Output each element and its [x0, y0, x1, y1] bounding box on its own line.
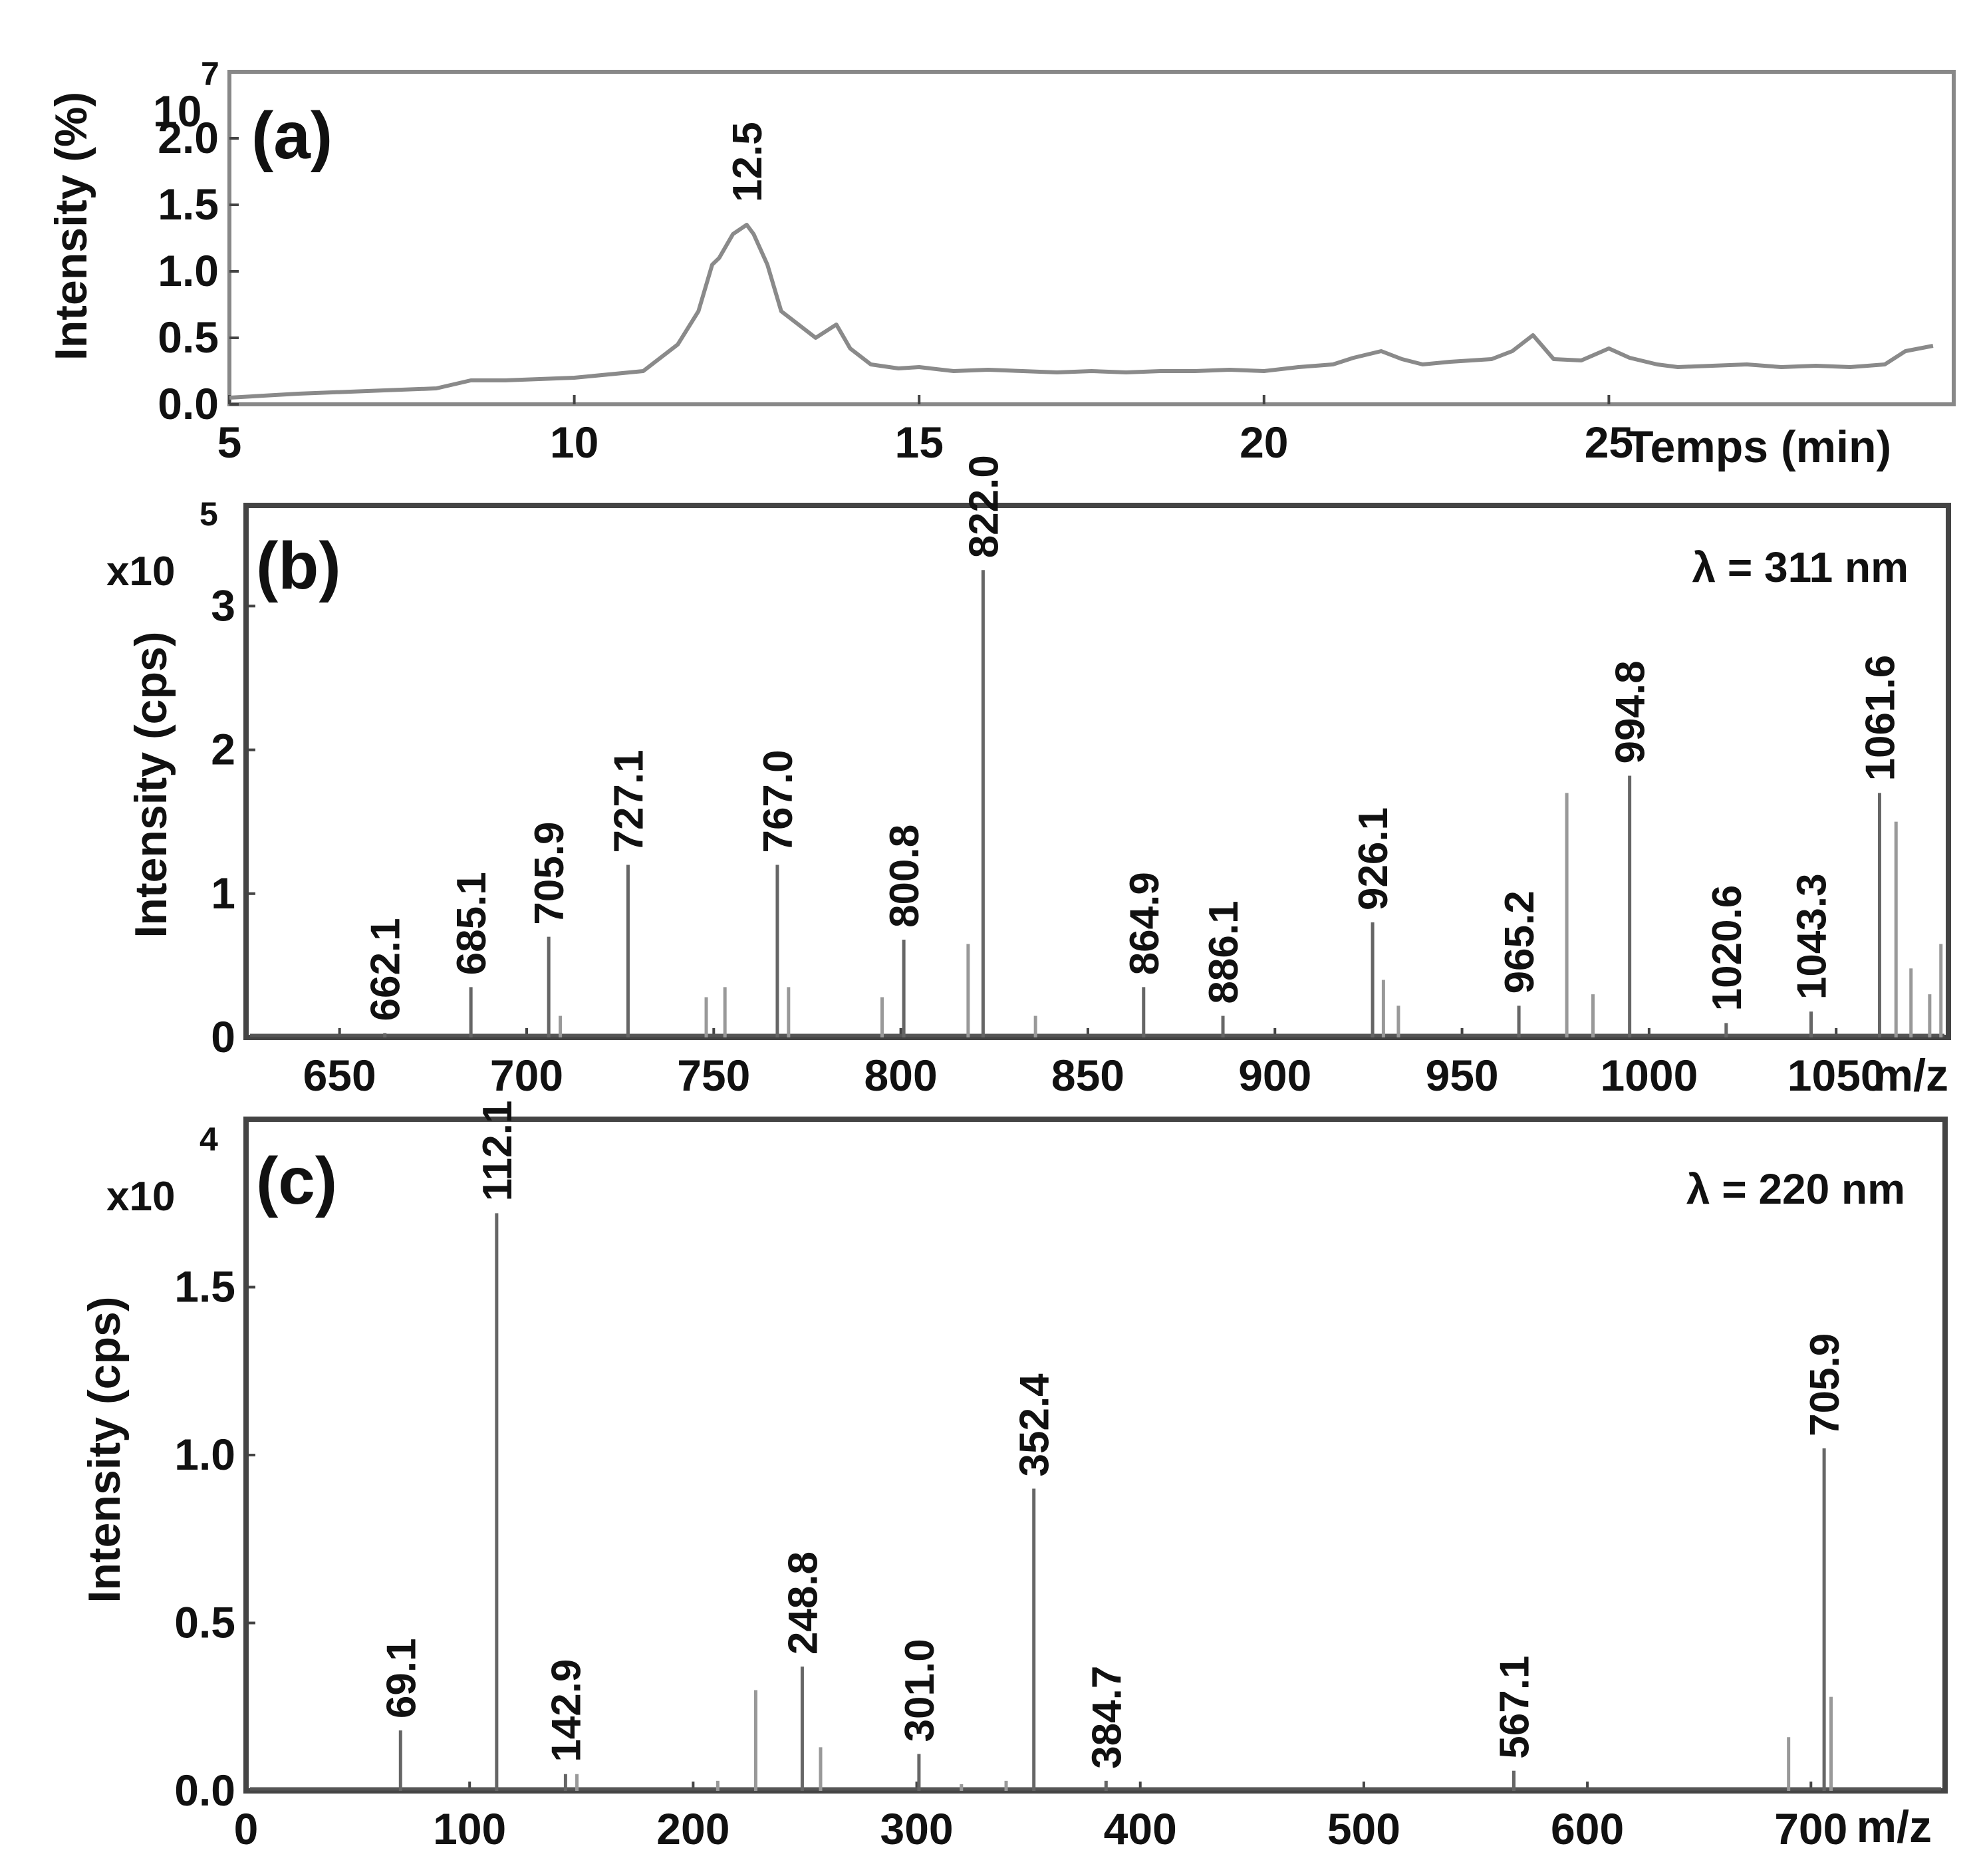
x-tick-label: 700 [490, 1051, 563, 1100]
peak-label: 685.1 [449, 872, 495, 975]
x-tick-label: 25 [1585, 418, 1633, 467]
y-tick-label: 1.5 [158, 180, 219, 229]
x-tick-label: 950 [1426, 1051, 1499, 1100]
peak-label: 800.8 [882, 825, 928, 928]
x-tick-label: 500 [1327, 1804, 1400, 1853]
peak-annotation: 12.5 [725, 122, 771, 202]
y-axis-label: Intensity (cps) [126, 632, 176, 938]
y-scale-exponent: 5 [199, 495, 218, 533]
peak-label: 662.1 [363, 918, 409, 1021]
x-tick-label: 100 [433, 1804, 506, 1853]
y-tick-label: 2.0 [158, 113, 219, 162]
peak-label: 567.1 [1492, 1656, 1538, 1759]
y-tick-label: 0.5 [174, 1598, 235, 1647]
wavelength-label: λ = 311 nm [1692, 543, 1909, 591]
panel-label: (b) [256, 529, 341, 603]
y-scale-exponent: 7 [201, 55, 219, 92]
x-tick-label: 600 [1551, 1804, 1624, 1853]
x-tick-label: 1050 [1787, 1051, 1885, 1100]
peak-label: 384.7 [1084, 1666, 1130, 1769]
x-tick-label: 400 [1104, 1804, 1177, 1853]
plot-frame [227, 70, 1956, 406]
peak-label: 822.0 [961, 455, 1007, 558]
peak-label: 965.2 [1497, 890, 1543, 994]
peak-label: 767.0 [755, 749, 801, 853]
plot-frame [243, 503, 1951, 1040]
x-tick-label: 1000 [1600, 1051, 1698, 1100]
peak-label: 705.9 [1802, 1333, 1848, 1436]
peak-label: 69.1 [378, 1638, 424, 1718]
peak-label: 352.4 [1012, 1373, 1058, 1477]
x-tick-label: 800 [864, 1051, 938, 1100]
y-tick-label: 1.0 [158, 246, 219, 295]
y-tick-label: 0 [211, 1012, 235, 1061]
x-tick-label: 750 [677, 1051, 750, 1100]
y-tick-label: 0.0 [174, 1766, 235, 1815]
peak-label: 248.8 [780, 1551, 826, 1655]
peak-label: 994.8 [1608, 660, 1654, 763]
y-tick-label: 3 [211, 581, 235, 630]
x-tick-label: 0 [234, 1804, 259, 1853]
y-tick-label: 0.5 [158, 313, 219, 362]
x-axis-label: m/z [1857, 1802, 1932, 1852]
x-tick-label: 15 [894, 418, 943, 467]
x-tick-label: 10 [550, 418, 598, 467]
spectrum-c-panel: 0 100 200 300 400 500 600 700 0.0 0.5 1.0 1.5 69.1 1… [79, 1101, 1948, 1853]
y-scale-label: 10 [153, 86, 201, 136]
x-axis-label: Temps (min) [1626, 422, 1891, 472]
peak-label: 301.0 [897, 1639, 943, 1742]
chromatogram-line [229, 223, 1934, 400]
y-axis-label: Intensity (cps) [79, 1297, 130, 1603]
wavelength-label: λ = 220 nm [1686, 1165, 1905, 1213]
peak-label: 142.9 [543, 1659, 589, 1762]
panel-label: (a) [251, 98, 332, 173]
x-tick-label: 20 [1240, 418, 1288, 467]
peak-label: 926.1 [1351, 807, 1396, 910]
spectrum-b-panel: 650 700 750 800 850 900 950 1000 1050 0 1 2 3 662.1 6… [106, 455, 1951, 1101]
chromatogram-panel: 5 10 15 20 25 0.0 0.5 1.0 1.5 2.0 12.5 (a) Intens… [46, 55, 1956, 472]
peak-label: 1061.6 [1857, 655, 1903, 781]
y-tick-label: 1 [211, 869, 235, 918]
y-axis-label: Intensity (%) [46, 92, 96, 360]
x-tick-label: 900 [1238, 1051, 1311, 1100]
y-tick-label: 1.5 [174, 1262, 235, 1311]
panel-label: (c) [256, 1144, 337, 1218]
peak-label: 1020.6 [1704, 885, 1750, 1011]
y-tick-label: 0.0 [158, 379, 219, 428]
peak-label: 1043.3 [1789, 873, 1835, 1000]
x-tick-label: 5 [217, 418, 242, 467]
x-tick-label: 700 [1774, 1804, 1847, 1853]
peak-label: 705.9 [527, 821, 573, 924]
y-scale-exponent: 4 [199, 1121, 218, 1158]
peak-label: 112.1 [475, 1101, 521, 1202]
x-tick-label: 200 [656, 1804, 729, 1853]
peak-label: 727.1 [606, 749, 652, 853]
y-scale-label: x10 [106, 549, 175, 595]
x-axis-label: m/z [1873, 1050, 1948, 1101]
x-tick-label: 650 [303, 1051, 376, 1100]
y-tick-label: 1.0 [174, 1430, 235, 1479]
y-scale-label: x10 [106, 1174, 175, 1220]
peak-label: 886.1 [1201, 900, 1247, 1004]
y-tick-label: 2 [211, 725, 235, 774]
x-tick-label: 850 [1051, 1051, 1124, 1100]
peak-label: 864.9 [1122, 872, 1168, 975]
x-tick-label: 300 [880, 1804, 953, 1853]
